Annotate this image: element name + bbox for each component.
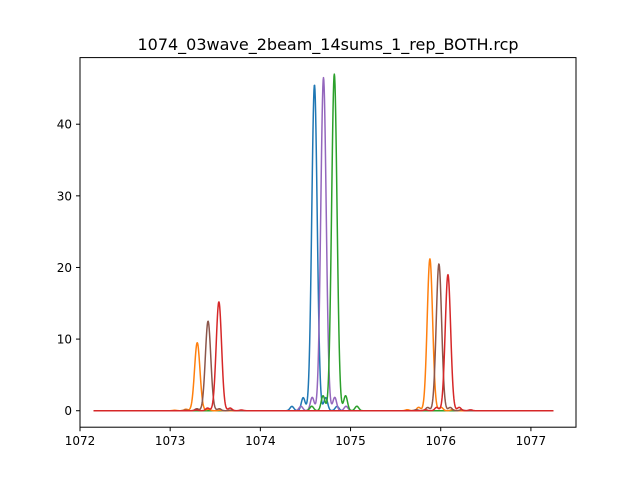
y-tick-label: 30 <box>57 189 72 203</box>
x-tick-label: 1077 <box>516 434 547 448</box>
series-line-6 <box>93 273 554 412</box>
y-tick-label: 40 <box>57 118 72 132</box>
y-axis: 0 10 20 30 40 <box>57 118 80 418</box>
x-axis: 1072 1073 1074 1075 1076 1077 <box>65 427 546 448</box>
x-tick-label: 1076 <box>425 434 456 448</box>
series-layer <box>93 73 554 412</box>
x-tick-label: 1073 <box>155 434 186 448</box>
plot-area-frame <box>79 57 577 428</box>
x-tick-label: 1075 <box>335 434 366 448</box>
y-tick-label: 0 <box>64 404 72 418</box>
x-tick-label: 1074 <box>245 434 276 448</box>
x-tick-label: 1072 <box>65 434 96 448</box>
y-tick-label: 20 <box>57 261 72 275</box>
chart-title: 1074_03wave_2beam_14sums_1_rep_BOTH.rcp <box>137 35 518 55</box>
y-tick-label: 10 <box>57 333 72 347</box>
